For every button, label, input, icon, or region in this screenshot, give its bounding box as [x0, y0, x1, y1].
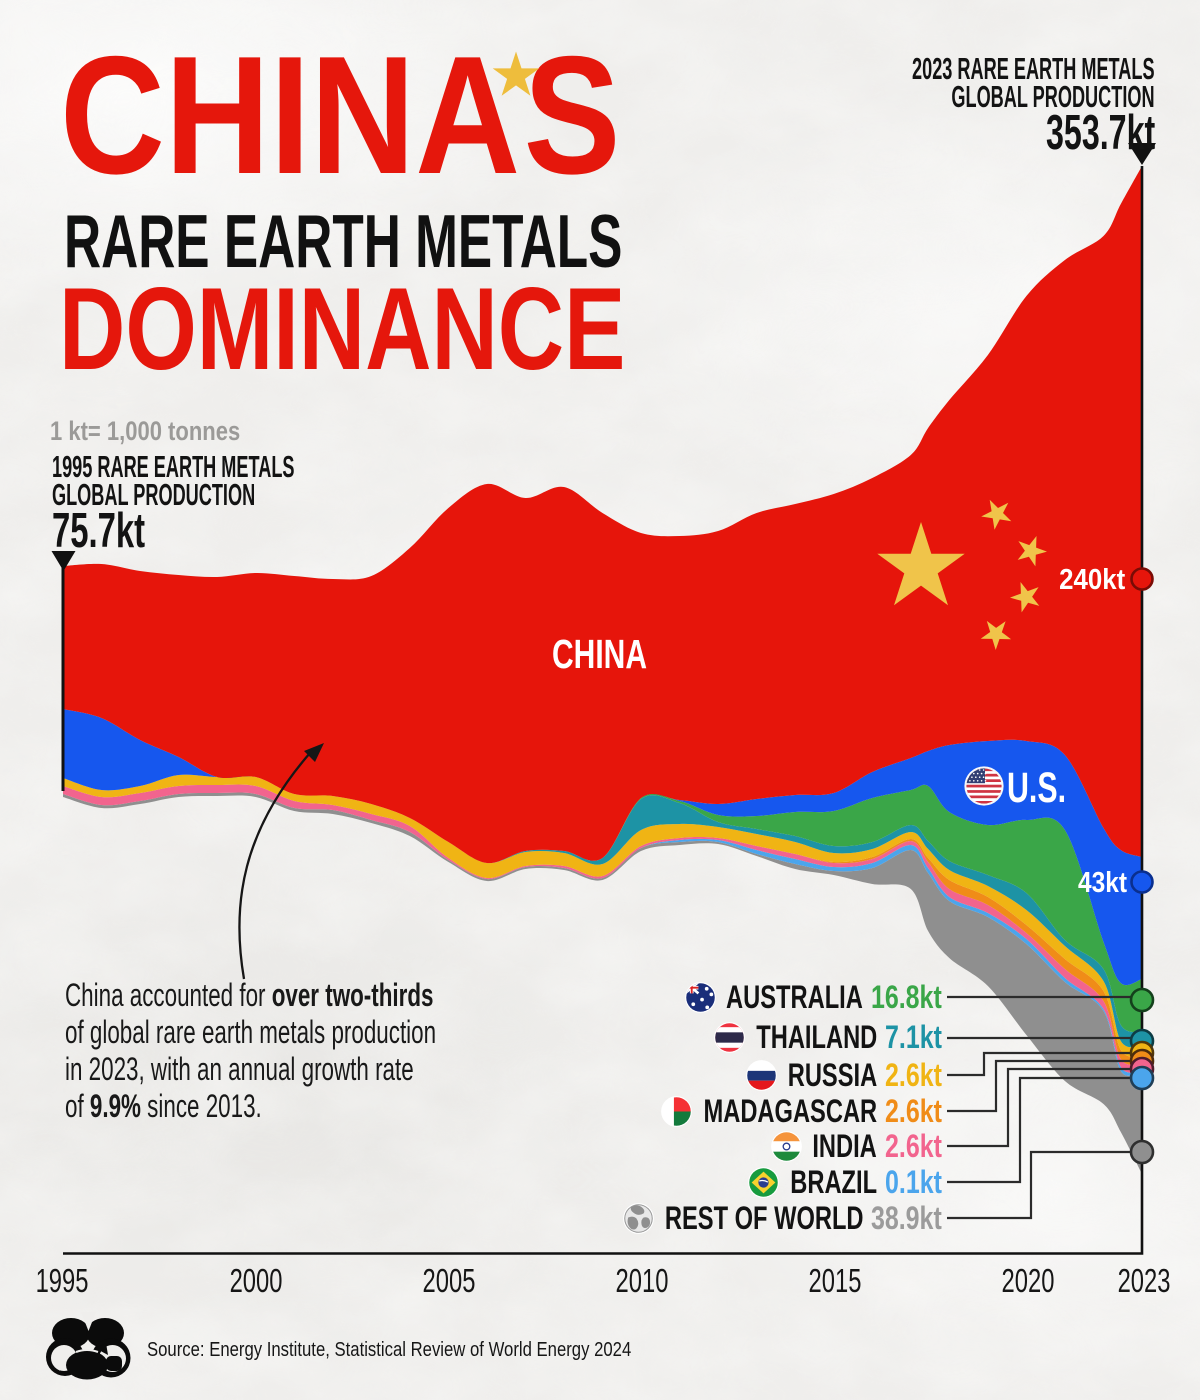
svg-text:$: $: [57, 1362, 63, 1373]
